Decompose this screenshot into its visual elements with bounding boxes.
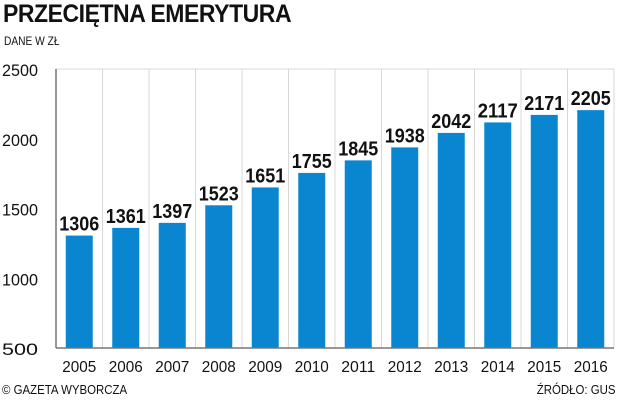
bar [158, 222, 186, 348]
y-tick-label: 2500 [2, 61, 38, 80]
y-tick-label: 1500 [2, 201, 38, 220]
bar [65, 235, 93, 348]
data-label: 1755 [292, 151, 332, 173]
data-label: 1361 [106, 206, 146, 228]
data-label: 1938 [385, 125, 425, 147]
bar [530, 114, 558, 348]
x-tick-label: 2013 [434, 359, 468, 376]
data-label: 1651 [245, 165, 285, 187]
data-label: 2205 [571, 88, 611, 110]
bar [251, 187, 279, 348]
bar [484, 122, 512, 348]
x-tick-label: 2008 [202, 359, 236, 376]
copyright: © GAZETA WYBORCZA [2, 382, 128, 397]
data-label: 2042 [431, 111, 471, 133]
x-tick-label: 2006 [109, 359, 143, 376]
bar [437, 132, 465, 348]
bar [344, 160, 372, 348]
x-tick-label: 2009 [248, 359, 282, 376]
bar [577, 110, 605, 348]
data-label: 2117 [478, 100, 518, 122]
y-tick-label: 500 [2, 340, 38, 359]
x-tick-label: 2011 [341, 359, 375, 376]
y-tick-label: 2000 [2, 131, 38, 150]
x-tick-label: 2015 [527, 359, 561, 376]
source: ŹRÓDŁO: GUS [537, 382, 616, 397]
x-tick-label: 2012 [388, 359, 422, 376]
data-label: 1523 [199, 183, 239, 205]
x-tick-label: 2016 [574, 359, 608, 376]
bar [391, 147, 419, 348]
chart-subtitle: DANE W ZŁ [4, 34, 60, 48]
chart-title: PRZECIĘTNA EMERYTURA [3, 0, 292, 28]
x-tick-label: 2007 [155, 359, 189, 376]
data-label: 2171 [524, 93, 564, 115]
bar [205, 205, 233, 348]
bar [112, 227, 140, 348]
y-tick-label: 1000 [2, 270, 38, 289]
data-label: 1845 [338, 138, 378, 160]
x-tick-label: 2005 [62, 359, 96, 376]
x-tick-label: 2014 [481, 359, 515, 376]
bar [298, 172, 326, 348]
x-tick-label: 2010 [295, 359, 329, 376]
data-label: 1397 [152, 201, 192, 223]
data-label: 1306 [59, 214, 99, 236]
